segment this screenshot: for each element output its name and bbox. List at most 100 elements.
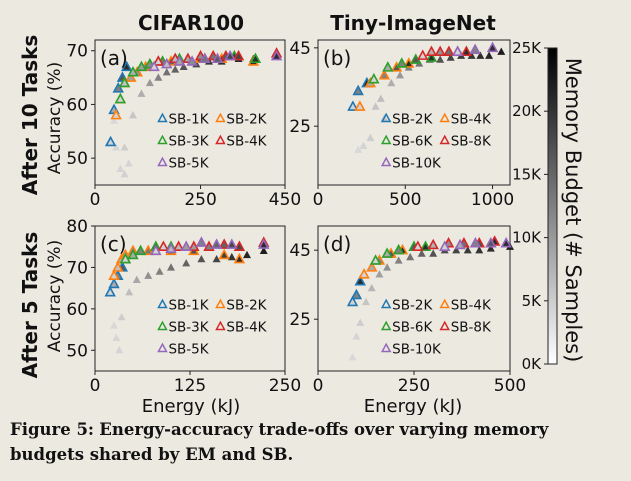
- panel-d-sb-point: [369, 254, 382, 265]
- panel-c-sb-point: [218, 238, 230, 249]
- colorbar-gradient: [547, 47, 558, 365]
- panel-c-ytick-label: 60: [66, 300, 88, 320]
- legend-marker-icon: [380, 320, 392, 331]
- panel-c-em-point: [167, 263, 175, 271]
- row-title-after-5-tasks: After 5 Tasks: [18, 232, 42, 379]
- panel-a-em-point: [137, 89, 146, 97]
- panel-b-em-point: [371, 102, 380, 110]
- panel-a-label: (a): [100, 46, 128, 70]
- legend-marker-icon: [215, 134, 226, 145]
- panel-c-sb-point: [233, 252, 246, 264]
- panel-c-label: (c): [100, 232, 127, 256]
- panel-d-xtick-label: 250: [398, 376, 430, 396]
- legend-marker-icon: [157, 156, 168, 167]
- panel-c-sb-point: [108, 277, 120, 289]
- panel-b-xtick-label: 500: [389, 190, 421, 210]
- legend-marker-icon: [380, 112, 392, 123]
- legend-entry: SB-4K: [226, 133, 267, 149]
- panel-b-ytick-label: 45: [289, 39, 311, 59]
- legend-entry: SB-5K: [168, 341, 209, 357]
- panel-b-ytick-label: 25: [289, 117, 311, 137]
- legend-entry: SB-10K: [392, 341, 442, 357]
- panel-d-sb-point: [439, 240, 451, 251]
- panel-d-em-point: [452, 245, 461, 254]
- panel-a-em-point: [110, 116, 118, 124]
- legend-marker-icon: [157, 134, 168, 145]
- panel-d-sb-point: [485, 236, 497, 248]
- legend-marker-icon: [215, 112, 226, 123]
- panel-d-sb-point: [427, 238, 439, 250]
- panel-c-ytick-label: 80: [66, 217, 88, 237]
- panel-c-sb-point: [203, 240, 215, 251]
- legend-marker-icon: [157, 342, 168, 353]
- panel-d-em-point: [375, 270, 384, 278]
- panel-c-em-point: [144, 271, 153, 279]
- panel-b-sb-point: [486, 41, 499, 53]
- panel-b-em-point: [387, 78, 396, 87]
- panel-d-em-point: [486, 244, 495, 252]
- panel-b-em-point: [354, 145, 363, 153]
- legend-entry: SB-10K: [392, 155, 442, 171]
- panel-c-em-point: [155, 267, 164, 275]
- panel-d-sb-point: [500, 236, 512, 248]
- legend-entry: SB-2K: [226, 111, 267, 127]
- panel-d-sb-point: [358, 268, 370, 279]
- panel-d-sb-point: [354, 274, 366, 286]
- legend-marker-icon: [215, 298, 226, 309]
- legend-marker-icon: [439, 298, 450, 309]
- caption-label: Figure 5:: [10, 420, 95, 439]
- panel-b-xtick-label: 1000: [471, 190, 514, 210]
- colorbar-label: Memory Budget (# Samples): [561, 58, 585, 363]
- column-title-cifar100: CIFAR100: [138, 11, 244, 35]
- legend-entry: SB-1K: [168, 111, 209, 127]
- panel-a-em-point: [116, 164, 125, 173]
- legend-marker-icon: [380, 298, 392, 309]
- panel-c-xtick-label: 250: [269, 376, 301, 396]
- panel-a-sb-point: [173, 55, 186, 66]
- column-title-tiny-imagenet: Tiny-ImageNet: [330, 11, 496, 35]
- panel-b-sb-point: [425, 51, 438, 62]
- panel-b-em-point: [446, 53, 455, 61]
- panel-b-sb-point: [382, 61, 394, 72]
- panel-a-ytick-label: 60: [66, 95, 88, 115]
- panel-b-sb-point: [417, 49, 429, 60]
- ylabel-bottom: Accuracy (%): [45, 240, 65, 352]
- panel-d-em-point: [356, 318, 365, 326]
- panel-c-sb-point: [258, 238, 270, 249]
- panel-b-em-point: [497, 47, 506, 55]
- panel-c-sb-point: [127, 248, 139, 260]
- panel-c-xtick-label: 0: [90, 376, 101, 396]
- ylabel-top: Accuracy (%): [45, 62, 65, 174]
- panel-d-sb-point: [346, 295, 359, 307]
- panel-d-em-point: [367, 283, 376, 292]
- panel-a-sb-point: [224, 49, 236, 61]
- panel-c-em-point: [110, 321, 118, 329]
- panel-d-em-point: [348, 352, 357, 361]
- panel-d-em-point: [429, 249, 438, 257]
- panel-c-ytick-label: 50: [66, 341, 88, 361]
- legend-marker-icon: [215, 320, 226, 331]
- panel-c-em-point: [125, 288, 134, 296]
- panel-d-ytick-label: 25: [289, 310, 311, 330]
- panel-a-xtick-label: 450: [269, 190, 301, 210]
- panel-a-em-point: [129, 110, 137, 119]
- legend-marker-icon: [439, 134, 450, 145]
- panel-a-sb-point: [161, 57, 173, 69]
- panel-c-em-point: [212, 254, 221, 263]
- legend-entry: SB-4K: [451, 297, 492, 313]
- panel-b-sb-point: [347, 100, 359, 111]
- panel-d-em-point: [383, 263, 392, 271]
- panel-b-sb-point: [434, 45, 446, 57]
- legend-entry: SB-3K: [168, 319, 209, 335]
- panel-c-sb-point: [157, 240, 170, 251]
- panel-a-em-point: [120, 143, 129, 151]
- panel-c-sb-point: [180, 240, 192, 251]
- panel-b-em-point: [476, 51, 485, 59]
- legend-entry: SB-8K: [451, 133, 492, 149]
- panel-b-sb-point: [378, 68, 391, 80]
- panel-d-em-point: [362, 297, 370, 306]
- legend-entry: SB-6K: [392, 319, 433, 335]
- figure-canvas: CIFAR100 Tiny-ImageNet After 10 Tasks Af…: [18, 11, 585, 415]
- panel-c-em-point: [227, 252, 236, 261]
- panel-a-sb-point: [249, 52, 262, 64]
